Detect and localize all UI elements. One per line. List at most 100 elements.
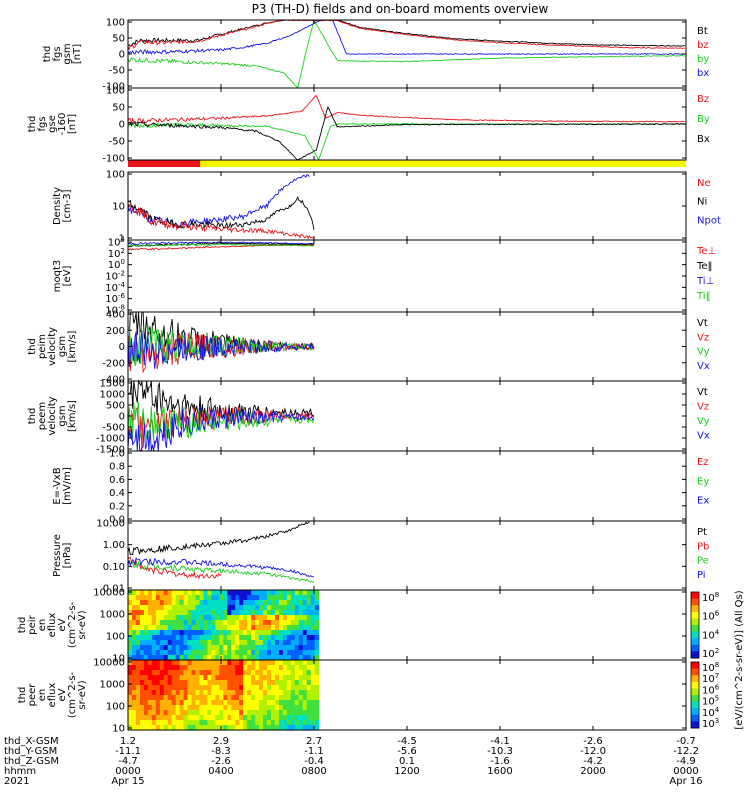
spectrogram-cell [306,680,312,686]
spectrogram-cell [290,610,296,616]
spectrogram-cell [290,700,296,706]
colorbar-tick-label: 107 [702,672,719,685]
y-tick-label: -100 [102,82,125,93]
spectrogram-cell [143,715,149,721]
spectrogram-cell [274,615,280,621]
spectrogram-cell [195,630,201,636]
y-label-line: Density [52,187,63,225]
spectrogram-cell [314,610,320,616]
spectrogram-cell [163,625,169,631]
spectrogram-cell [199,630,205,636]
spectrogram-cell [135,710,141,716]
spectrogram-cell [290,655,296,661]
spectrogram-cell [247,625,252,631]
y-tick-label: 10-6 [105,292,125,305]
spectrogram-cell [191,630,197,636]
spectrogram-cell [199,695,205,701]
spectrogram-cell [151,630,157,636]
spectrogram-cell [131,670,137,676]
spectrogram-cell [251,625,256,631]
spectrogram-cell [274,620,280,626]
y-label-efield: E=-VxB [mV/m] [52,467,73,505]
spectrogram-cell [147,685,153,691]
spectrogram-cell [274,625,280,631]
spectrogram-cell [167,720,173,726]
spectrogram-cell [183,610,189,616]
spectrogram-cell [211,660,216,666]
spectrogram-cell [306,610,312,616]
colorbar-segment [691,714,699,722]
spectrogram-cell [155,625,161,631]
spectrogram-cell [203,640,209,646]
spectrogram-cell [243,720,248,726]
spectrogram-cell [207,610,213,616]
spectrogram-cell [267,680,272,686]
spectrogram-cell [270,650,276,656]
spectrogram-cell [203,610,209,616]
spectrogram-cell [251,590,256,596]
spectrogram-cell [267,665,272,671]
y-label-line: moqt3 [52,260,63,293]
status-bar [128,160,686,167]
spectrogram-cell [282,615,288,621]
spectrogram-cell [139,685,145,691]
spectrogram-cell [175,610,181,616]
spectrogram-cell [199,715,205,721]
spectrogram-cell [191,605,197,611]
spectrogram-cell [227,700,232,706]
spectrogram-cell [163,645,169,651]
spectrogram-cell [143,590,149,596]
spectrogram-cell [143,645,149,651]
spectrogram-cell [131,625,137,631]
spectrogram-cell [314,725,320,731]
spectrogram-cell [219,645,224,651]
spectrogram-cell [187,600,193,606]
spectrogram-cell [274,705,280,711]
y-label-peer: thd peer en eflux eV (cm^2-s-sr-eV) [17,671,88,718]
series-line-Vx [127,330,315,369]
spectrogram-cell [159,705,165,711]
spectrogram-cell [171,650,177,656]
spectrogram-cell [135,625,141,631]
spectrogram-cell [151,600,157,606]
spectrogram-cell [302,700,308,706]
y-label-line: [km/s] [67,400,78,432]
spectrogram-cell [151,615,157,621]
spectrogram-cell [199,725,205,731]
y-label-line: gsm [57,405,68,426]
spectrogram-cell [219,610,224,616]
spectrogram-cell [251,645,256,651]
spectrogram-cell [211,700,216,706]
spectrogram-cell [131,610,137,616]
spectrogram-cell [306,685,312,691]
spectrogram-cell [239,590,244,596]
y-label-density: Density [cm-3] [52,187,73,225]
spectrogram-cell [298,715,304,721]
spectrogram-cell [143,660,149,666]
spectrogram-cell [314,705,320,711]
y-tick-label: 100 [106,632,125,643]
spectrogram-cell [294,680,300,686]
spectrogram-cell [187,715,193,721]
spectrogram-cell [290,645,296,651]
spectrogram-cell [278,690,284,696]
spectrogram-cell [155,645,161,651]
spectrogram-cell [239,705,244,711]
spectrogram-cell [235,720,240,726]
spectrogram-cell [286,660,292,666]
spectrogram-cell [219,595,224,601]
spectrogram-cell [151,720,157,726]
spectrogram-cell [167,725,173,731]
spectrogram-cell [139,635,145,641]
spectrogram-cell [191,685,197,691]
spectrogram-cell [215,690,220,696]
spectrogram-cell [135,590,141,596]
spectrogram-cell [294,595,300,601]
colorbar-tick-label: 102 [702,647,719,660]
panel-frame [127,239,687,313]
spectrogram-cell [223,650,228,656]
spectrogram-cell [298,595,304,601]
spectrogram-cell [278,655,284,661]
spectrogram-cell [163,640,169,646]
